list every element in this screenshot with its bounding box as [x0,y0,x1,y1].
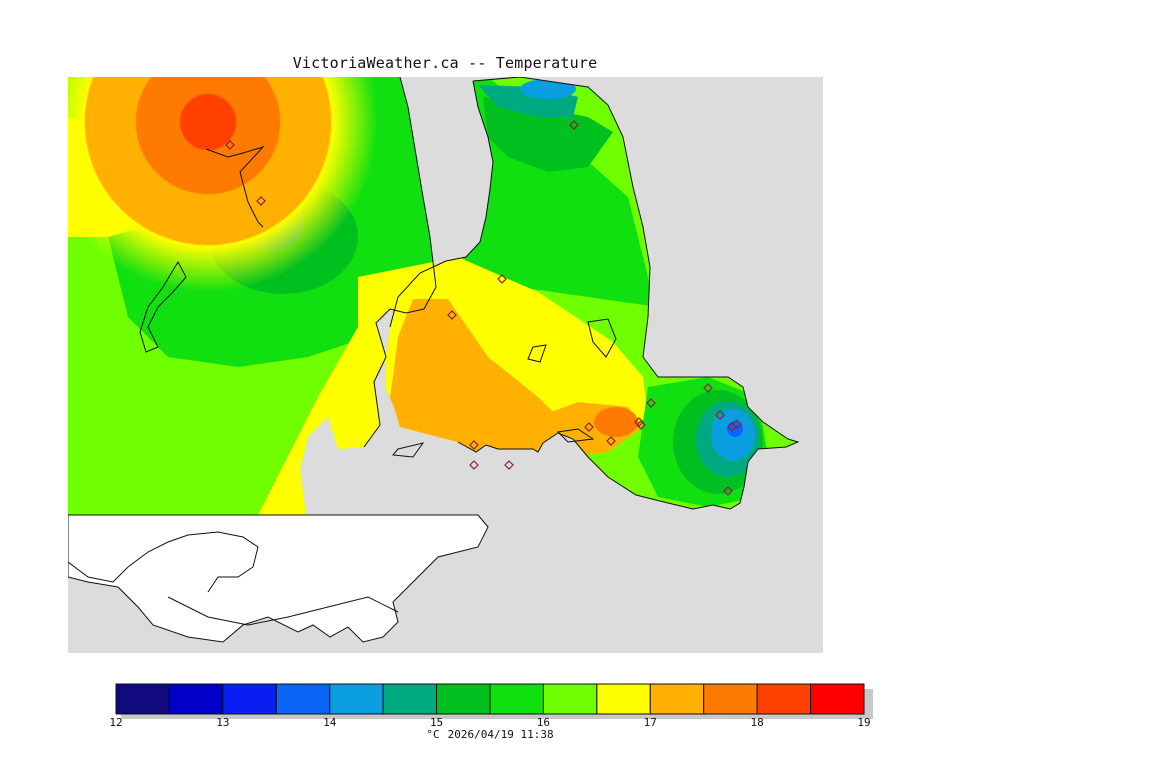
colorbar-tick-label: 13 [216,716,230,729]
station-marker [497,274,507,284]
colorbar-tick-label: 19 [857,716,871,729]
station-marker [703,383,713,393]
coastlines [68,77,800,626]
station-marker [504,460,514,470]
colorbar-tick-label: 15 [429,716,444,729]
colorbar-swatch [275,683,331,715]
station-marker [606,436,616,446]
colorbar-tick-label: 17 [643,716,657,729]
colorbar-svg [115,683,865,715]
unit-label: °C [426,728,440,741]
colorbar-swatch [489,683,544,715]
colorbar [115,683,865,719]
station-marker [634,417,644,427]
colorbar-tick-label: 14 [323,716,337,729]
colorbar-swatch [542,683,598,715]
colorbar-swatch [649,683,705,715]
station-marker [646,398,656,408]
timestamp: 2026/04/19 11:38 [447,728,554,741]
colorbar-swatch [596,683,651,715]
station-markers[interactable] [225,120,742,496]
colorbar-swatch [756,683,812,715]
colorbar-swatch [168,683,224,715]
station-marker [469,440,479,450]
colorbar-ticks: 12 13 14 15 16 17 18 19 [109,716,875,730]
colorbar-swatch [810,683,865,715]
station-marker [732,419,742,429]
colorbar-swatch [382,683,438,715]
station-marker [636,420,646,430]
colorbar-tick-label: 16 [536,716,551,729]
station-marker [225,140,235,150]
colorbar-swatch [115,683,170,715]
station-marker [723,486,733,496]
station-marker [447,310,457,320]
colorbar-swatch [329,683,384,715]
colorbar-swatch [703,683,758,715]
land-usa [68,514,489,643]
map-canvas [68,77,823,653]
colorbar-swatch [436,683,491,715]
station-marker [715,410,725,420]
colorbar-swatch [222,683,277,715]
map-title: VictoriaWeather.ca -- Temperature [292,54,598,72]
station-marker [569,120,579,130]
station-marker [256,196,266,206]
colorbar-tick-label: 18 [750,716,764,729]
colorbar-tick-label: 12 [109,716,123,729]
station-marker [469,460,479,470]
map-footer: °C 2026/04/19 11:38 [0,728,980,741]
temperature-map[interactable] [68,77,823,653]
station-marker [584,422,594,432]
